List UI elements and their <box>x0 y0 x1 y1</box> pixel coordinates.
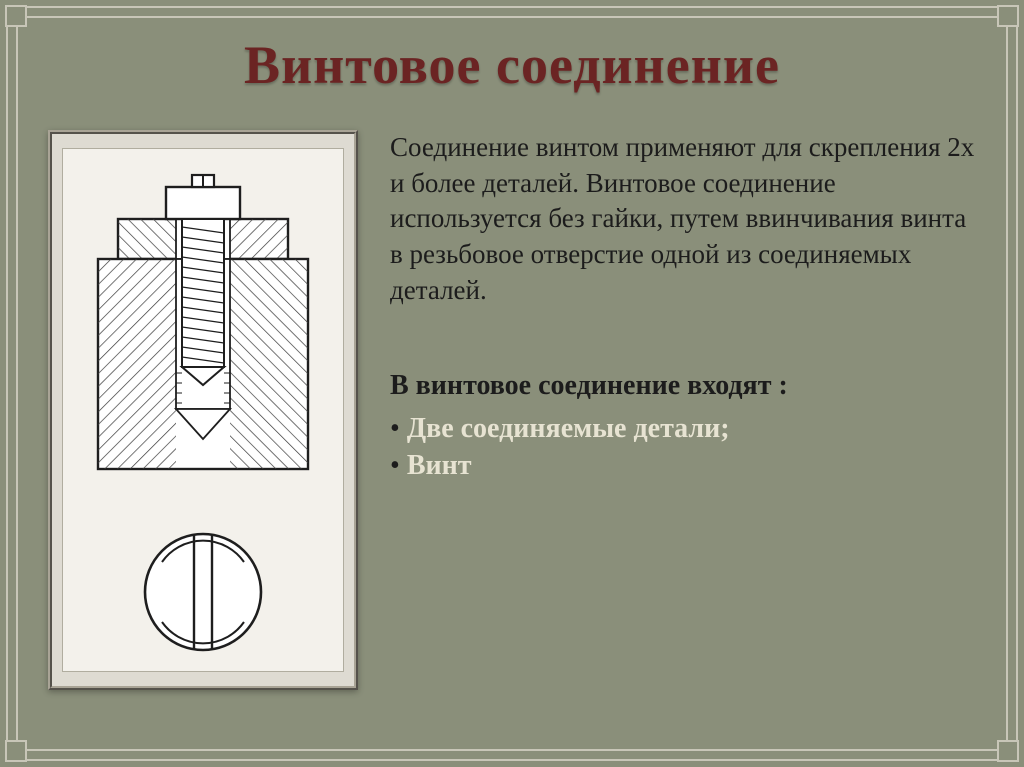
corner-bottom-left <box>5 740 27 762</box>
corner-top-right <box>997 5 1019 27</box>
list-item: • Две соединяемые детали; <box>390 411 980 448</box>
diagram-panel <box>48 130 358 690</box>
body-paragraph: Соединение винтом применяют для скреплен… <box>390 130 980 308</box>
bullet-text-1: Две соединяемые детали; <box>407 413 730 444</box>
slide-title: Винтовое соединение <box>0 34 1024 96</box>
list-item: • Винт <box>390 448 980 485</box>
subheading: В винтовое соединение входят : <box>390 368 980 405</box>
bullet-marker: • <box>390 450 400 481</box>
corner-top-left <box>5 5 27 27</box>
text-block: Соединение винтом применяют для скреплен… <box>390 130 980 485</box>
bullet-list: • Две соединяемые детали; • Винт <box>390 411 980 485</box>
bullet-marker: • <box>390 413 400 444</box>
bullet-text-2: Винт <box>407 450 472 481</box>
slide-root: Винтовое соединение <box>0 0 1024 767</box>
screw-cutaway-diagram <box>88 167 318 507</box>
diagram-inner <box>62 148 344 672</box>
corner-bottom-right <box>997 740 1019 762</box>
screw-topview-diagram <box>128 517 278 667</box>
